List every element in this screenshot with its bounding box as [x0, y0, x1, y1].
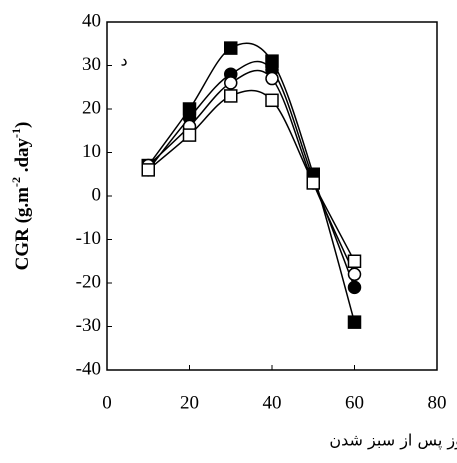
- x-axis-label: روز پس از سبز شدن: [329, 431, 457, 451]
- y-tick-label: 10: [82, 141, 101, 162]
- marker: [224, 41, 238, 55]
- x-tick-label: 20: [180, 392, 199, 413]
- marker: [141, 163, 155, 177]
- marker: [265, 93, 279, 108]
- y-tick-label: -10: [76, 228, 101, 249]
- series-line: [147, 42, 356, 323]
- y-tick-label: -20: [76, 271, 101, 292]
- y-tick-label: 30: [82, 54, 101, 75]
- x-tick-label: 60: [345, 392, 364, 413]
- y-tick-label: 0: [92, 184, 102, 205]
- series-line: [147, 60, 356, 288]
- marker: [224, 76, 238, 90]
- x-tick-label: 40: [263, 392, 282, 413]
- y-axis-label-part: .day: [12, 137, 33, 177]
- y-axis-label-part: -1: [9, 128, 23, 138]
- marker: [347, 267, 362, 282]
- y-tick-label: 40: [82, 10, 101, 31]
- series-line: [147, 69, 356, 275]
- x-tick-label: 80: [428, 392, 447, 413]
- x-tick-label: 0: [102, 392, 112, 413]
- y-axis-label-part: -2: [9, 177, 23, 187]
- y-axis-label-part: ): [12, 122, 33, 128]
- marker: [347, 315, 362, 329]
- marker: [306, 176, 320, 190]
- y-axis-label: CGR (g.m-2 .day-1): [9, 122, 34, 271]
- marker: [224, 89, 238, 103]
- y-axis-label-part: CGR (g.m: [12, 187, 33, 271]
- marker: [265, 71, 279, 86]
- y-tick-label: -40: [76, 358, 101, 379]
- series-line: [147, 89, 356, 262]
- y-tick-label: -30: [76, 315, 101, 336]
- marker: [182, 128, 197, 142]
- marker: [347, 254, 362, 268]
- annotation: د: [120, 53, 127, 70]
- marker: [347, 280, 362, 295]
- y-tick-label: 20: [82, 97, 101, 118]
